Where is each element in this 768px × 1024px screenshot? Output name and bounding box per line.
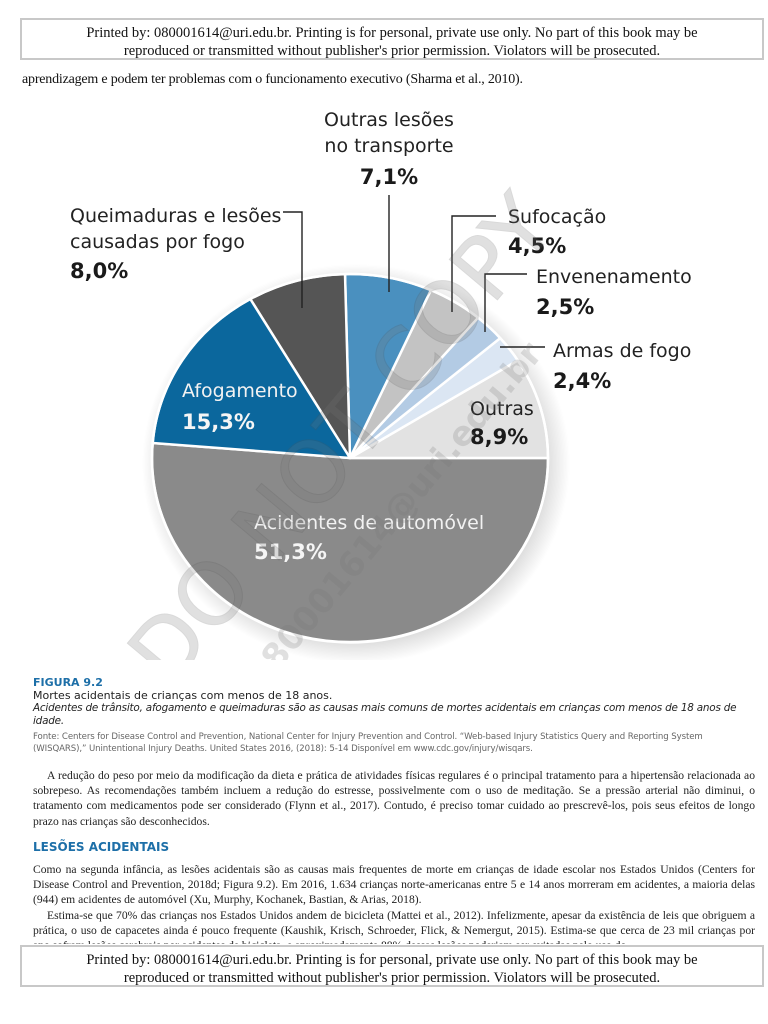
label-transporte-line1: Outras lesões: [324, 109, 454, 131]
leader-sufocacao: [451, 215, 496, 312]
print-notice-line1: Printed by: 080001614@uri.edu.br. Printi…: [86, 952, 698, 968]
label-sufocacao: Sufocação: [508, 206, 606, 228]
label-afogamento: Afogamento: [182, 380, 298, 402]
label-armas: Armas de fogo: [553, 340, 691, 362]
label-queimaduras-line2: causadas por fogo: [70, 231, 245, 253]
leader-queimaduras: [283, 211, 303, 308]
value-outras: 8,9%: [470, 425, 528, 449]
value-sufocacao: 4,5%: [508, 234, 566, 258]
print-notice-bottom: Printed by: 080001614@uri.edu.br. Printi…: [20, 945, 764, 987]
value-armas: 2,4%: [553, 369, 611, 393]
section-paragraph-1: Como na segunda infância, as lesões acid…: [33, 863, 755, 907]
value-transporte: 7,1%: [360, 165, 418, 189]
paragraph-1: A redução do peso por meio da modificaçã…: [33, 769, 755, 828]
value-envenenamento: 2,5%: [536, 295, 594, 319]
section-paragraph-2: Estima-se que 70% das crianças nos Estad…: [33, 908, 755, 944]
value-queimaduras: 8,0%: [70, 259, 128, 283]
figure-subtitle: Acidentes de trânsito, afogamento e quei…: [33, 702, 737, 727]
label-queimaduras-line1: Queimaduras e lesões: [70, 205, 281, 227]
pie-chart: Queimaduras e lesões causadas por fogo 8…: [0, 90, 768, 704]
intro-text: aprendizagem e podem ter problemas com o…: [22, 72, 523, 87]
label-transporte-line2: no transporte: [324, 135, 453, 157]
value-acidentes: 51,3%: [254, 540, 327, 564]
leader-envenenamento: [484, 273, 527, 332]
label-envenenamento: Envenenamento: [536, 266, 692, 288]
figure-title: Mortes acidentais de crianças com menos …: [33, 689, 333, 702]
label-outras: Outras: [470, 398, 534, 420]
print-notice-line1: Printed by: 080001614@uri.edu.br. Printi…: [86, 25, 698, 41]
figure-number: FIGURA 9.2: [33, 676, 103, 689]
label-acidentes: Acidentes de automóvel: [254, 512, 484, 534]
pie-outline: [150, 272, 550, 644]
print-notice-line2: reproduced or transmitted without publis…: [123, 43, 661, 59]
section-body: Como na segunda infância, as lesões acid…: [33, 862, 755, 944]
print-notice-top: Printed by: 080001614@uri.edu.br. Printi…: [20, 18, 764, 60]
paragraph-hypertension: A redução do peso por meio da modificaçã…: [33, 768, 755, 829]
figure-caption: FIGURA 9.2 Mortes acidentais de crianças…: [33, 676, 753, 755]
value-afogamento: 15,3%: [182, 410, 255, 434]
figure-source: Fonte: Centers for Disease Control and P…: [33, 732, 703, 754]
print-notice-line2: reproduced or transmitted without publis…: [123, 970, 661, 986]
section-heading: LESÕES ACIDENTAIS: [33, 840, 170, 854]
